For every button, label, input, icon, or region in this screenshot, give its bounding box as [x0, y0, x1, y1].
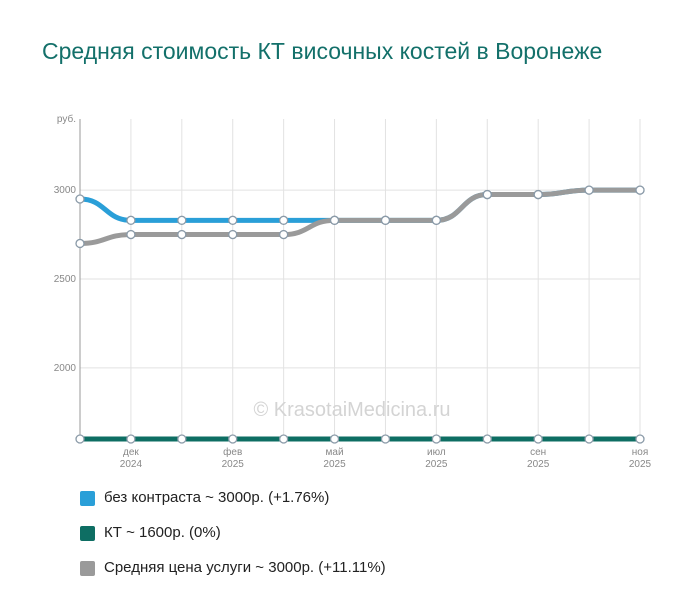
data-point — [482, 434, 492, 444]
x-tick-label-year: 2025 — [527, 459, 550, 470]
x-tick-label-month: май — [326, 447, 344, 458]
data-point — [482, 189, 492, 200]
legend-label: без контраста ~ 3000р. (+1.76%) — [104, 489, 330, 506]
data-point — [329, 434, 340, 444]
data-point — [380, 434, 391, 444]
data-point — [278, 229, 289, 240]
data-point — [75, 194, 85, 204]
data-point — [228, 229, 238, 240]
data-point — [431, 434, 442, 444]
legend-label: Средняя цена услуги ~ 3000р. (+11.11%) — [104, 559, 386, 576]
data-point — [75, 434, 85, 444]
data-point — [228, 215, 238, 225]
data-point — [126, 229, 136, 240]
data-point — [635, 434, 645, 444]
data-point — [533, 189, 543, 200]
data-point — [177, 215, 187, 225]
line-chart: © KrasotaiMedicina.ru 2000 2500 3000 руб. де… — [54, 113, 652, 470]
data-point — [584, 434, 594, 444]
x-tick-label-year: 2025 — [323, 459, 346, 470]
data-point — [329, 215, 340, 225]
grid — [80, 119, 641, 439]
data-point — [177, 434, 187, 444]
x-tick-label-year: 2025 — [629, 459, 652, 470]
watermark: © KrasotaiMedicina.ru — [253, 399, 450, 421]
y-axis-label: руб. — [57, 113, 76, 125]
data-point — [126, 434, 136, 444]
x-tick-label-month: фев — [223, 446, 242, 458]
legend-swatch — [80, 561, 95, 576]
y-tick-label: 2000 — [54, 363, 77, 374]
legend-swatch — [80, 491, 95, 506]
data-point — [228, 434, 238, 444]
data-point — [126, 215, 136, 225]
x-tick-label-month: ноя — [632, 447, 649, 458]
data-point — [380, 215, 391, 225]
x-tick-label-month: июл — [427, 447, 446, 458]
x-tick-label-year: 2024 — [120, 459, 143, 470]
x-tick-label-month: дек — [123, 447, 139, 458]
data-point — [431, 215, 442, 225]
legend-label: КТ ~ 1600р. (0%) — [104, 524, 221, 541]
chart-title: Средняя стоимость КТ височных костей в В… — [42, 38, 603, 64]
y-tick-label: 3000 — [54, 185, 77, 196]
data-point — [278, 434, 289, 444]
series-points — [75, 185, 645, 444]
series-line-2 — [77, 187, 643, 246]
x-tick-label-month: сен — [530, 447, 546, 458]
x-tick-label-year: 2025 — [222, 459, 245, 470]
y-tick-label: 2500 — [54, 274, 77, 285]
data-point — [177, 229, 187, 240]
data-point — [533, 434, 543, 444]
legend-swatch — [80, 526, 95, 541]
data-point — [635, 185, 645, 195]
x-tick-label-year: 2025 — [425, 459, 448, 470]
data-point — [584, 185, 594, 195]
data-point — [75, 238, 85, 249]
data-point — [278, 215, 289, 225]
